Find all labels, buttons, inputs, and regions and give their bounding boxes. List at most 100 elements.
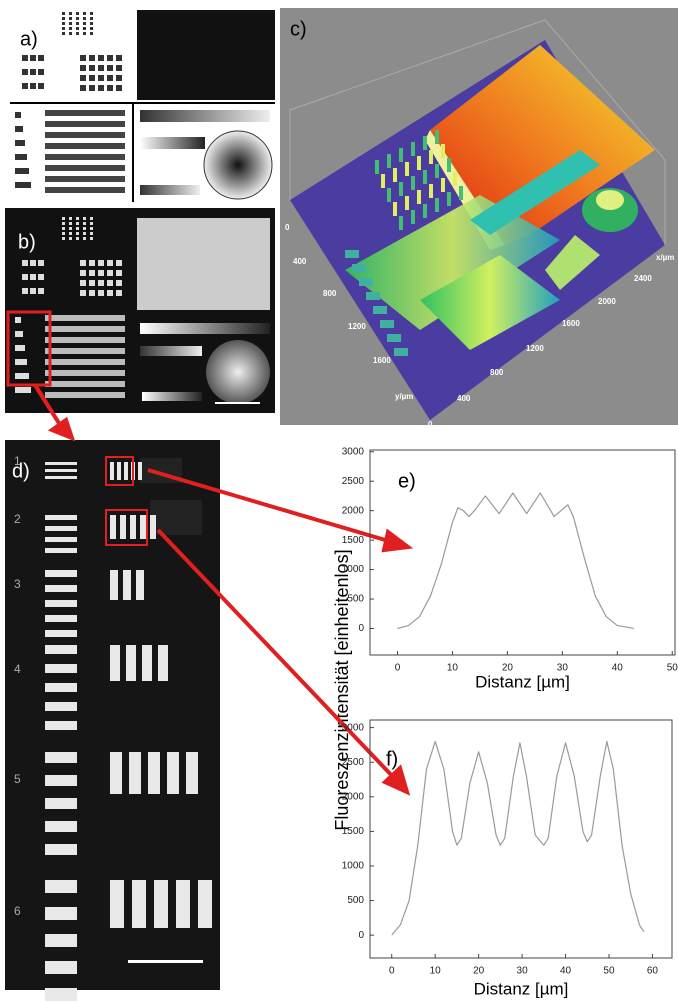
dot bbox=[90, 222, 93, 225]
line-pair bbox=[126, 645, 136, 681]
dot bbox=[80, 65, 86, 71]
dot bbox=[69, 27, 72, 30]
axis-label: x/µm bbox=[656, 253, 674, 262]
dot bbox=[62, 17, 65, 20]
line-pair bbox=[45, 600, 77, 607]
mini bbox=[15, 317, 21, 323]
bar bbox=[45, 187, 125, 193]
axis-tick-label: 400 bbox=[457, 394, 471, 403]
group-label: 5 bbox=[14, 772, 21, 786]
pillar bbox=[373, 306, 387, 314]
pillar bbox=[352, 264, 366, 272]
dot bbox=[89, 65, 95, 71]
gradient-disc bbox=[206, 340, 270, 404]
axis-tick-label: 0 bbox=[285, 223, 290, 232]
line-pair bbox=[45, 752, 77, 763]
y-tick-label: 2000 bbox=[342, 505, 365, 516]
dot bbox=[76, 32, 79, 35]
pillar bbox=[387, 188, 391, 202]
pillar bbox=[447, 158, 451, 172]
axis-tick-label: 1200 bbox=[526, 344, 544, 353]
dot bbox=[69, 22, 72, 25]
line-pair bbox=[45, 961, 77, 974]
dot bbox=[90, 217, 93, 220]
x-tick-label: 0 bbox=[389, 966, 395, 977]
pillar bbox=[429, 150, 433, 164]
mini bbox=[15, 345, 25, 351]
pillar bbox=[435, 130, 439, 144]
line-pair bbox=[45, 821, 77, 832]
line-pair bbox=[123, 570, 131, 600]
pillar bbox=[447, 192, 451, 206]
dot bbox=[83, 232, 86, 235]
line-pair bbox=[186, 752, 198, 794]
dot bbox=[107, 270, 113, 276]
line-pair bbox=[140, 515, 146, 539]
panel-label: b) bbox=[18, 231, 36, 253]
gradient-bar bbox=[140, 110, 270, 122]
pillar bbox=[393, 202, 397, 216]
line-pair bbox=[45, 615, 77, 622]
line-pair bbox=[120, 515, 126, 539]
x-axis-label: Distanz [µm] bbox=[475, 672, 570, 691]
line-pair bbox=[129, 752, 141, 794]
dot bbox=[69, 232, 72, 235]
dot bbox=[62, 22, 65, 25]
dot bbox=[98, 65, 104, 71]
dot bbox=[83, 17, 86, 20]
dot bbox=[89, 75, 95, 81]
pillar bbox=[423, 170, 427, 184]
line-pair bbox=[45, 844, 77, 855]
x-tick-label: 40 bbox=[612, 663, 624, 674]
dot bbox=[62, 32, 65, 35]
pillar bbox=[417, 190, 421, 204]
dot bbox=[90, 32, 93, 35]
mini bbox=[15, 168, 29, 174]
dot bbox=[62, 12, 65, 15]
pillar bbox=[394, 348, 408, 356]
pillar bbox=[411, 210, 415, 224]
line-pair bbox=[176, 880, 190, 928]
x-tick-label: 20 bbox=[473, 966, 485, 977]
axis-tick-label: 1600 bbox=[562, 319, 580, 328]
dot bbox=[90, 17, 93, 20]
axis-tick-label: 2000 bbox=[598, 297, 616, 306]
bar bbox=[45, 326, 125, 332]
dot bbox=[80, 85, 86, 91]
pillar bbox=[417, 156, 421, 170]
dot bbox=[98, 85, 104, 91]
axis-tick-label: 1600 bbox=[373, 356, 391, 365]
pillar bbox=[429, 184, 433, 198]
dot bbox=[90, 232, 93, 235]
x-tick-label: 60 bbox=[647, 966, 659, 977]
dot bbox=[76, 217, 79, 220]
dot bbox=[69, 17, 72, 20]
y-tick-label: 2500 bbox=[342, 476, 365, 487]
line-pair bbox=[45, 570, 77, 577]
y-tick-label: 1000 bbox=[342, 564, 365, 575]
panel-label: a) bbox=[20, 28, 38, 50]
dot bbox=[22, 288, 28, 294]
dot bbox=[89, 85, 95, 91]
dot bbox=[90, 237, 93, 240]
dot bbox=[30, 69, 36, 75]
bar bbox=[45, 315, 125, 321]
dot bbox=[107, 65, 113, 71]
line-pair bbox=[45, 683, 77, 692]
y-tick-label: 500 bbox=[347, 594, 364, 605]
y-tick-label: 0 bbox=[358, 930, 364, 941]
group-label: 6 bbox=[14, 904, 21, 918]
dot bbox=[22, 69, 28, 75]
line-pair bbox=[110, 462, 114, 480]
line-pair bbox=[45, 798, 77, 809]
panel-a-divider bbox=[132, 102, 134, 202]
bar bbox=[45, 381, 125, 387]
axis-tick-label: 400 bbox=[293, 257, 307, 266]
line-pair bbox=[110, 645, 120, 681]
y-tick-label: 0 bbox=[358, 623, 364, 634]
dot bbox=[89, 290, 95, 296]
mini bbox=[15, 387, 31, 393]
dot bbox=[90, 27, 93, 30]
pillar bbox=[359, 278, 373, 286]
dot bbox=[62, 232, 65, 235]
